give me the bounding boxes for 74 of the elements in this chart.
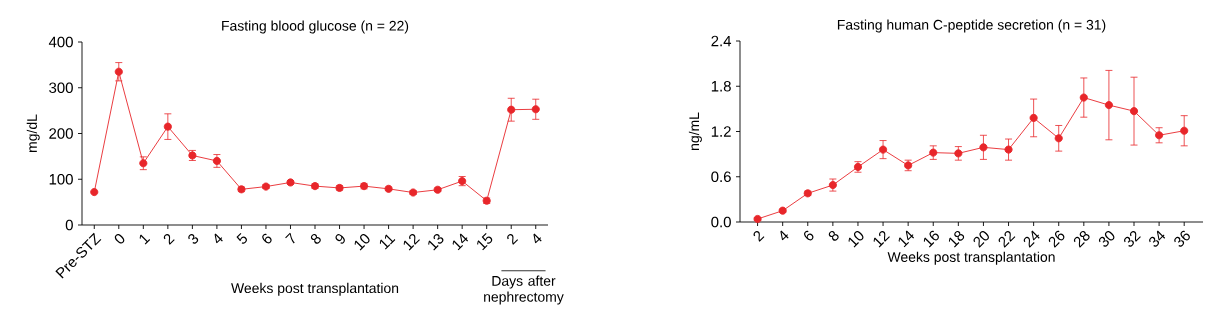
chart-title: Fasting blood glucose (n = 22) bbox=[222, 20, 409, 34]
x-tick-label: 9 bbox=[335, 234, 345, 244]
x-tick-label: 34 bbox=[1149, 230, 1166, 247]
x-tick-label: 24 bbox=[1023, 230, 1040, 248]
point bbox=[979, 143, 988, 152]
y-axis-title: ng/mL bbox=[688, 112, 702, 150]
point bbox=[1155, 131, 1164, 140]
x-tick-label: 4 bbox=[533, 233, 542, 244]
point bbox=[507, 105, 516, 114]
x-tick-label: 1 bbox=[139, 234, 151, 245]
point bbox=[212, 156, 221, 165]
x-tick-label: 11 bbox=[379, 234, 396, 250]
x-tick-label: 12 bbox=[873, 230, 890, 248]
y-axis-title: mg/dL bbox=[26, 114, 40, 152]
x-tick-label: 22 bbox=[998, 230, 1016, 248]
x-tick-label: 14 bbox=[898, 230, 915, 248]
x-tick-label: 12 bbox=[403, 233, 420, 251]
x-tick-label: 18 bbox=[948, 230, 965, 248]
x-axis-title: Weeks post transplantation bbox=[231, 282, 399, 296]
y-tick-label: 200 bbox=[49, 128, 73, 139]
point bbox=[1129, 107, 1139, 116]
x-tick-label: 3 bbox=[188, 233, 199, 244]
point bbox=[114, 67, 123, 76]
point bbox=[1054, 134, 1063, 143]
x-tick-label: 6 bbox=[262, 233, 272, 244]
y-tick-label: 0.0 bbox=[711, 216, 731, 228]
x-tick-label: 28 bbox=[1073, 230, 1090, 248]
x-tick-label: 6 bbox=[804, 230, 814, 241]
x-tick-label: 20 bbox=[973, 231, 989, 248]
point bbox=[1180, 126, 1189, 135]
y-tick-label: 0 bbox=[65, 219, 73, 231]
point bbox=[139, 159, 148, 168]
y-tick-label: 2.4 bbox=[711, 35, 732, 47]
point bbox=[828, 181, 837, 190]
point bbox=[531, 105, 540, 114]
point bbox=[929, 148, 938, 157]
point bbox=[1004, 145, 1013, 154]
y-tick-label: 400 bbox=[48, 36, 73, 48]
point bbox=[90, 188, 99, 197]
x-tick-label: 10 bbox=[354, 234, 370, 251]
point bbox=[1079, 93, 1088, 102]
x-tick-label: 0 bbox=[114, 234, 125, 244]
y-tick-label: 0.6 bbox=[711, 171, 731, 183]
point bbox=[753, 214, 762, 224]
y-tick-label: 1.2 bbox=[711, 126, 731, 137]
x-tick-label: 8 bbox=[828, 230, 839, 241]
y-tick-label: 300 bbox=[49, 82, 73, 94]
x-tick-label: 26 bbox=[1048, 230, 1065, 248]
x-tick-label: 15 bbox=[477, 232, 493, 251]
x-tick-label: 36 bbox=[1174, 230, 1190, 247]
point bbox=[1029, 113, 1038, 122]
point bbox=[879, 145, 888, 154]
x-tick-label: 16 bbox=[923, 230, 939, 248]
x-tick-label: 32 bbox=[1124, 230, 1141, 247]
point bbox=[163, 122, 172, 131]
text: Days after nephrectomy bbox=[484, 275, 564, 305]
x-tick-label: 13 bbox=[428, 233, 444, 251]
x-tick-label: 30 bbox=[1098, 231, 1115, 247]
point bbox=[1104, 101, 1113, 110]
x-axis-title: Weeks post transplantation bbox=[887, 251, 1055, 265]
y-tick-label: 1.8 bbox=[711, 80, 731, 92]
x-tick-label: 7 bbox=[285, 232, 295, 244]
x-tick-label: 5 bbox=[236, 232, 248, 244]
x-tick-label: 4 bbox=[214, 233, 223, 244]
x-tick-label: 14 bbox=[452, 233, 469, 251]
x-tick-label: 2 bbox=[753, 230, 765, 242]
x-tick-label: 4 bbox=[780, 230, 789, 241]
x-tick-label: 2 bbox=[507, 233, 519, 245]
x-tick-label: 2 bbox=[163, 233, 175, 245]
chart-title: Fasting human C-peptide secretion (n = 31) bbox=[837, 19, 1106, 33]
x-tick-label: 10 bbox=[848, 231, 864, 248]
point bbox=[954, 149, 963, 158]
y-tick-label: 100 bbox=[49, 173, 73, 185]
x-tick-label: 8 bbox=[310, 233, 321, 244]
